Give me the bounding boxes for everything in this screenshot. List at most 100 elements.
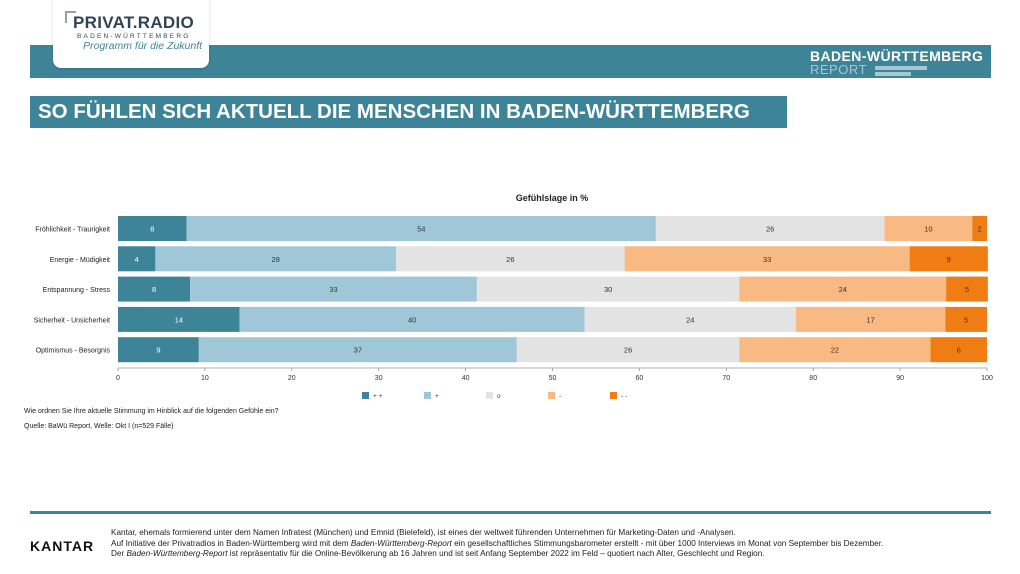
bar-segment [945,306,987,332]
data-label: 8 [150,225,154,234]
bar-segment [186,216,656,241]
data-source: Quelle: BaWü Report, Welle: Okt I (n=529… [24,423,174,430]
footer-divider [30,511,991,514]
bar-segment [239,306,585,332]
data-label: 9 [156,346,160,355]
data-label: 22 [831,346,839,355]
data-label: 40 [408,315,416,324]
footer-line-3: Der Baden-Württemberg-Report ist repräse… [111,549,765,558]
legend-swatch [362,392,369,399]
bar-segment [972,216,987,241]
bar-segment [155,246,397,272]
chart-title: Gefühlslage in % [516,193,589,203]
bar-segment [118,306,240,332]
bar-segment [655,216,885,241]
x-tick-label: 30 [375,375,383,382]
bar-segment [624,246,910,272]
legend-swatch [548,392,555,399]
data-label: 5 [964,315,968,324]
legend-label: o [497,393,501,400]
legend-label: + [435,393,439,400]
legend-swatch [486,392,493,399]
bar-segment [118,246,156,272]
x-tick-label: 10 [201,375,209,382]
data-label: 54 [417,225,425,234]
bar-segment [930,337,987,363]
x-tick-label: 60 [636,375,644,382]
data-label: 33 [329,285,337,294]
data-label: 26 [766,225,774,234]
data-label: 4 [135,255,139,264]
legend-label: - - [621,393,627,400]
data-label: 10 [924,225,932,234]
category-label: Fröhlichkeit - Traurigkeit [35,227,110,234]
bar-segment [476,276,740,302]
survey-question: Wie ordnen Sie Ihre aktuelle Stimmung im… [24,408,279,415]
report-badge-bar-icon [875,72,911,76]
category-label: Entspannung - Stress [43,287,111,294]
report-badge-bar-icon [875,66,927,70]
bar-segment [946,276,988,302]
bar-segment [118,337,199,363]
data-label: 26 [506,255,514,264]
x-tick-label: 40 [462,375,470,382]
report-badge-subtitle: REPORT [810,62,867,77]
privat-radio-logo[interactable]: PRIVAT.RADIO BADEN-WÜRTTEMBERG Programm … [53,0,209,68]
data-label: 14 [175,315,183,324]
bar-segment [739,276,947,302]
legend-swatch [424,392,431,399]
legend-swatch [610,392,617,399]
bar-segment [516,337,740,363]
bar-segment [739,337,931,363]
logo-bracket-icon [65,11,76,23]
x-tick-label: 90 [896,375,904,382]
legend-item: - - [610,392,627,400]
logo-subtitle: BADEN-WÜRTTEMBERG [77,33,191,40]
legend-item: - [548,392,561,400]
data-label: 30 [604,285,612,294]
bar-segment [190,276,477,302]
x-tick-label: 50 [549,375,557,382]
bar-segment [909,246,988,272]
data-label: 37 [354,346,362,355]
data-label: 8 [152,285,156,294]
category-label: Energie - Müdigkeit [50,257,110,264]
category-label: Optimismus - Besorgnis [36,348,111,355]
bar-segment [584,306,796,332]
data-label: 33 [763,255,771,264]
bar-segment [795,306,946,332]
legend-item: o [486,392,501,400]
category-label: Sicherheit - Unsicherheit [34,317,110,324]
data-label: 24 [839,285,847,294]
bar-segment [884,216,973,241]
x-tick-label: 100 [981,375,993,382]
footer-line-2: Auf Initiative der Privatradios in Baden… [111,538,884,548]
x-tick-label: 80 [809,375,817,382]
page-title: SO FÜHLEN SICH AKTUELL DIE MENSCHEN IN B… [30,96,787,128]
legend-item: + + [362,392,383,400]
legend-label: - [559,393,561,400]
bar-segment [118,216,187,241]
logo-tagline: Programm für die Zukunft [83,40,203,52]
data-label: 6 [957,346,961,355]
data-label: 2 [978,225,982,234]
x-tick-label: 0 [116,375,120,382]
data-label: 17 [866,315,874,324]
report-badge-title: BADEN-WÜRTTEMBERG [810,48,984,64]
legend-label: + + [373,393,383,400]
data-label: 24 [686,315,694,324]
kantar-logo: KANTAR [30,538,95,554]
bar-segment [396,246,625,272]
data-label: 9 [947,255,951,264]
data-label: 28 [272,255,280,264]
footer-line-1: Kantar, ehemals formierend unter dem Nam… [111,528,736,537]
bar-segment [118,276,191,302]
stacked-bar-chart: Gefühlslage in % 8 54 26 10 24 28 26 33 98 33 30 24… [34,193,993,400]
x-tick-label: 70 [722,375,730,382]
report-badge: BADEN-WÜRTTEMBERG REPORT [810,48,985,78]
x-tick-label: 20 [288,375,296,382]
footer-text: Kantar, ehemals formierend unter dem Nam… [111,528,883,560]
legend-item: + [424,392,439,400]
bar-segment [198,337,517,363]
logo-title: PRIVAT.RADIO [73,13,195,32]
